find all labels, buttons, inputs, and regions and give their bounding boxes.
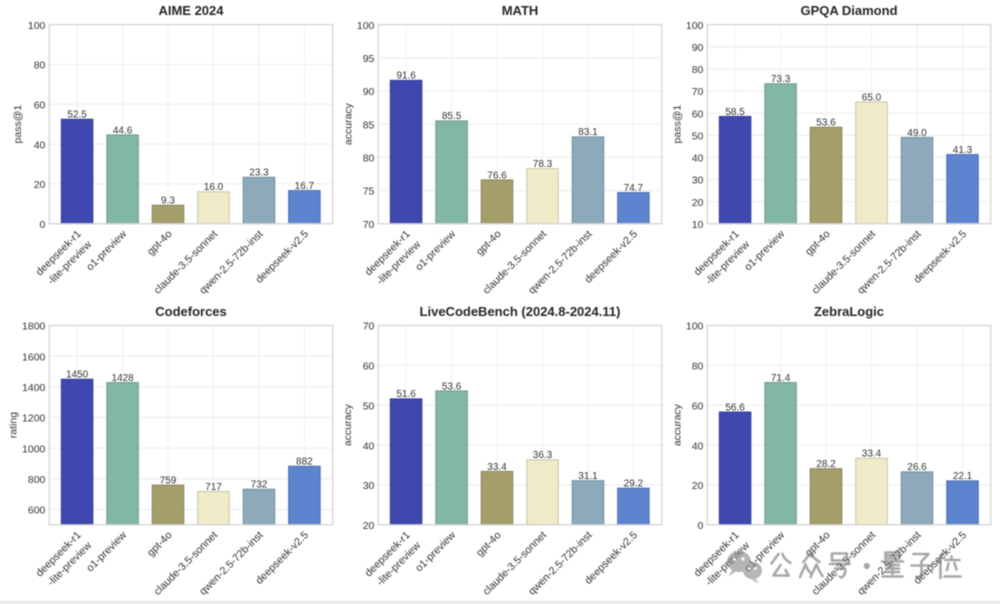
svg-text:80: 80 (692, 361, 704, 373)
svg-text:36.3: 36.3 (533, 450, 553, 461)
svg-text:58.5: 58.5 (725, 107, 745, 118)
svg-text:44.6: 44.6 (113, 125, 133, 136)
svg-text:23.3: 23.3 (249, 168, 269, 179)
svg-text:90: 90 (692, 42, 704, 54)
svg-text:accuracy: accuracy (672, 403, 684, 446)
svg-text:78.3: 78.3 (533, 159, 553, 170)
svg-text:pass@1: pass@1 (672, 105, 684, 144)
svg-text:AIME 2024: AIME 2024 (158, 3, 224, 18)
svg-text:1000: 1000 (22, 443, 46, 455)
svg-text:60: 60 (692, 108, 704, 120)
svg-text:732: 732 (251, 480, 268, 491)
svg-text:800: 800 (28, 474, 46, 486)
svg-text:9.3: 9.3 (161, 196, 175, 207)
svg-text:1800: 1800 (22, 321, 46, 333)
svg-text:16.7: 16.7 (295, 181, 315, 192)
svg-text:60: 60 (363, 361, 375, 373)
svg-text:49.0: 49.0 (907, 128, 927, 139)
svg-text:30: 30 (363, 480, 375, 492)
svg-text:759: 759 (160, 476, 177, 487)
svg-text:0: 0 (40, 219, 46, 231)
svg-text:26.6: 26.6 (907, 462, 927, 473)
svg-text:53.6: 53.6 (442, 381, 462, 392)
svg-text:16.0: 16.0 (204, 182, 224, 193)
svg-text:80: 80 (692, 64, 704, 76)
svg-text:40: 40 (692, 440, 704, 452)
svg-text:85.5: 85.5 (442, 111, 462, 122)
svg-text:1400: 1400 (22, 382, 46, 394)
svg-text:1600: 1600 (22, 351, 46, 363)
svg-text:20: 20 (363, 520, 375, 532)
svg-text:41.3: 41.3 (953, 145, 973, 156)
svg-text:Codeforces: Codeforces (155, 304, 227, 319)
svg-text:20: 20 (692, 197, 704, 209)
svg-text:100: 100 (686, 321, 704, 333)
svg-text:70: 70 (363, 219, 375, 231)
svg-text:91.6: 91.6 (396, 71, 416, 82)
svg-text:1428: 1428 (111, 373, 134, 384)
svg-text:20: 20 (34, 179, 46, 191)
svg-text:85: 85 (363, 119, 375, 131)
svg-text:51.6: 51.6 (396, 389, 416, 400)
svg-text:33.4: 33.4 (862, 449, 882, 460)
svg-text:80: 80 (363, 153, 375, 165)
svg-text:1450: 1450 (66, 370, 89, 381)
svg-text:50: 50 (363, 400, 375, 412)
svg-text:20: 20 (692, 480, 704, 492)
svg-text:76.6: 76.6 (487, 170, 507, 181)
svg-text:83.1: 83.1 (578, 127, 598, 138)
svg-text:ZebraLogic: ZebraLogic (814, 304, 884, 319)
svg-text:75: 75 (363, 186, 375, 198)
svg-text:65.0: 65.0 (862, 92, 882, 103)
svg-text:60: 60 (34, 99, 46, 111)
svg-text:74.7: 74.7 (624, 183, 644, 194)
svg-text:80: 80 (34, 60, 46, 72)
svg-text:40: 40 (34, 139, 46, 151)
svg-text:40: 40 (363, 440, 375, 452)
svg-text:1200: 1200 (22, 413, 46, 425)
svg-text:717: 717 (205, 482, 222, 493)
svg-text:GPQA Diamond: GPQA Diamond (800, 3, 897, 18)
svg-text:28.2: 28.2 (816, 459, 836, 470)
svg-text:95: 95 (363, 53, 375, 65)
svg-text:33.4: 33.4 (487, 462, 507, 473)
svg-text:70: 70 (692, 86, 704, 98)
svg-text:0: 0 (698, 520, 704, 532)
svg-text:50: 50 (692, 130, 704, 142)
svg-text:LiveCodeBench (2024.8-2024.11): LiveCodeBench (2024.8-2024.11) (420, 304, 621, 319)
svg-text:31.1: 31.1 (578, 471, 598, 482)
svg-text:pass@1: pass@1 (12, 105, 24, 144)
svg-text:30: 30 (692, 175, 704, 187)
svg-text:600: 600 (28, 505, 46, 517)
svg-text:29.2: 29.2 (624, 479, 644, 490)
svg-text:52.5: 52.5 (67, 110, 87, 121)
svg-text:accuracy: accuracy (342, 403, 354, 446)
svg-text:882: 882 (296, 457, 313, 468)
svg-text:100: 100 (357, 20, 375, 32)
svg-text:71.4: 71.4 (771, 373, 791, 384)
svg-text:100: 100 (686, 20, 704, 32)
svg-text:22.1: 22.1 (953, 471, 973, 482)
svg-text:73.3: 73.3 (771, 74, 791, 85)
svg-text:53.6: 53.6 (816, 118, 836, 129)
svg-text:rating: rating (8, 412, 20, 438)
svg-text:accuracy: accuracy (343, 102, 355, 145)
svg-text:10: 10 (692, 219, 704, 231)
svg-text:100: 100 (28, 20, 46, 32)
svg-text:70: 70 (363, 321, 375, 333)
svg-text:MATH: MATH (502, 3, 539, 18)
svg-text:60: 60 (692, 400, 704, 412)
svg-text:90: 90 (363, 86, 375, 98)
svg-text:40: 40 (692, 153, 704, 165)
svg-text:56.6: 56.6 (725, 402, 745, 413)
